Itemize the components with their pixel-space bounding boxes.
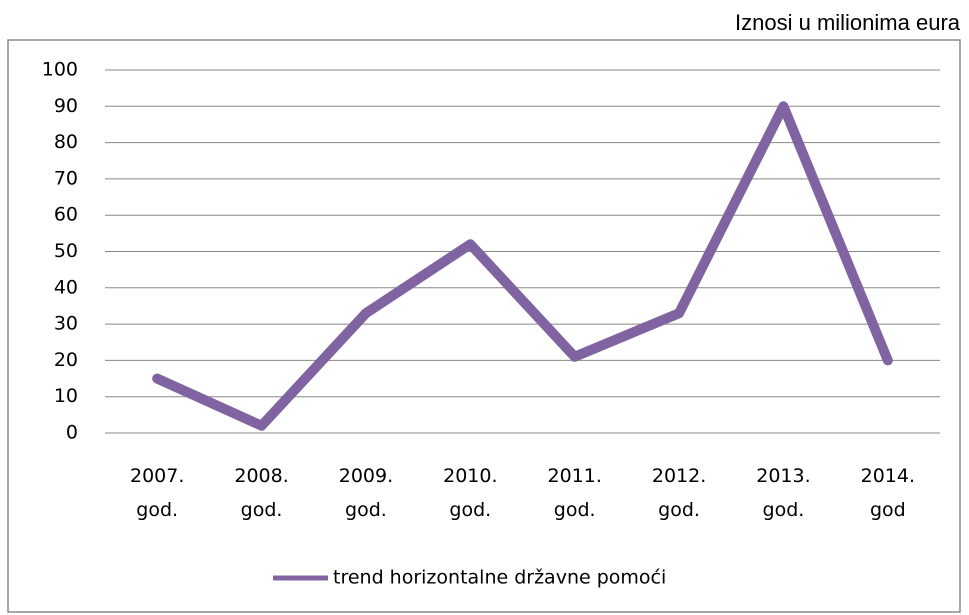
y-tick-label: 100	[42, 59, 78, 81]
y-tick-label: 90	[54, 95, 78, 117]
x-tick-label: 2013. god.	[756, 465, 810, 521]
y-tick-label: 70	[54, 167, 78, 189]
y-tick-label: 10	[54, 385, 78, 407]
y-tick-label: 80	[54, 131, 78, 153]
legend-label: trend horizontalne državne pomoći	[333, 567, 666, 589]
y-tick-label: 40	[54, 276, 78, 298]
y-tick-label: 50	[54, 240, 78, 262]
x-tick-label: 2014. god	[861, 465, 915, 521]
x-tick-label: 2007. god.	[130, 465, 184, 521]
y-tick-label: 30	[54, 313, 78, 335]
y-tick-label: 20	[54, 349, 78, 371]
x-tick-label: 2010. god.	[443, 465, 497, 521]
series-line	[152, 101, 893, 431]
x-tick-label: 2008. god.	[234, 465, 288, 521]
y-tick-label: 0	[66, 422, 78, 444]
x-tick-label: 2012. god.	[652, 465, 706, 521]
chart-title: Iznosi u milionima eura	[735, 10, 961, 35]
y-tick-label: 60	[54, 204, 78, 226]
x-tick-label: 2009. god.	[339, 465, 393, 521]
x-tick-label: 2011. god.	[547, 465, 601, 521]
chart-frame	[7, 39, 961, 613]
